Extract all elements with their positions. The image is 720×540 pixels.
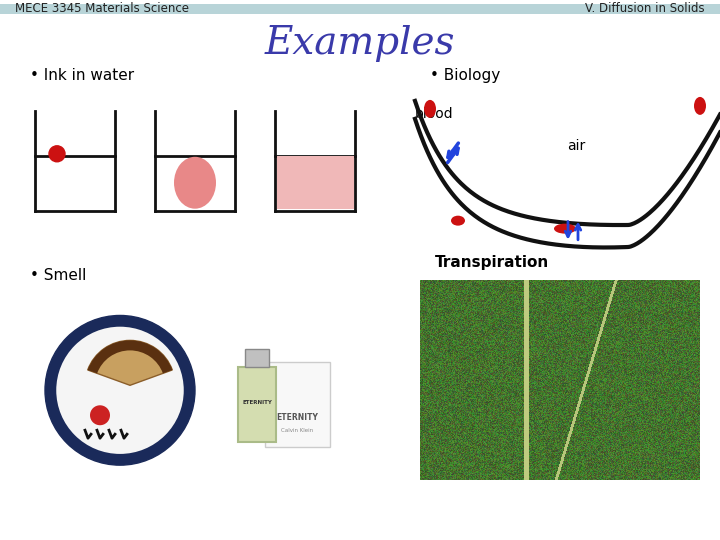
- Ellipse shape: [694, 97, 706, 115]
- Ellipse shape: [451, 215, 465, 226]
- Circle shape: [56, 327, 184, 454]
- Text: • Ink in water: • Ink in water: [30, 69, 134, 84]
- Text: air: air: [567, 139, 585, 153]
- Text: • Smell: • Smell: [30, 268, 86, 283]
- Ellipse shape: [424, 100, 436, 118]
- Ellipse shape: [554, 224, 576, 234]
- Text: MECE 3345 Materials Science: MECE 3345 Materials Science: [15, 2, 189, 15]
- Text: Transpiration: Transpiration: [435, 255, 549, 270]
- Bar: [0, 4, 720, 14]
- Bar: [265, 362, 330, 447]
- Bar: [276, 156, 354, 209]
- Wedge shape: [88, 340, 172, 386]
- Text: V. Diffusion in Solids: V. Diffusion in Solids: [585, 2, 705, 15]
- Text: blood: blood: [415, 107, 454, 121]
- Text: • Biology: • Biology: [430, 69, 500, 84]
- Circle shape: [45, 315, 195, 465]
- Bar: [245, 349, 269, 367]
- Text: Examples: Examples: [265, 24, 455, 62]
- Text: ETERNITY: ETERNITY: [276, 413, 318, 422]
- Ellipse shape: [174, 157, 216, 208]
- Wedge shape: [88, 340, 172, 373]
- Text: ETERNITY: ETERNITY: [242, 400, 272, 405]
- Bar: [238, 367, 276, 442]
- Circle shape: [90, 406, 110, 425]
- Text: Calvin Klein: Calvin Klein: [281, 428, 313, 433]
- Circle shape: [49, 146, 65, 162]
